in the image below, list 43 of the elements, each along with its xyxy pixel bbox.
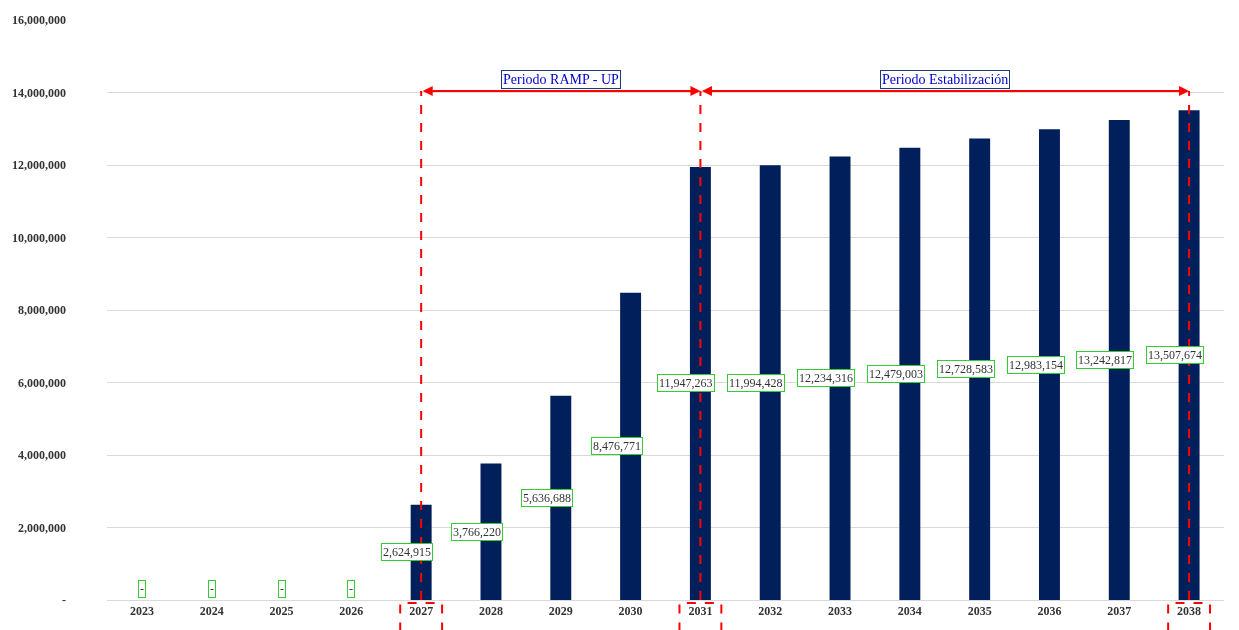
x-tick-label: 2035 xyxy=(967,604,992,619)
y-tick-label: - xyxy=(62,593,66,608)
data-label: 8,476,771 xyxy=(593,439,641,453)
x-tick-label: 2030 xyxy=(618,604,643,619)
data-label: 5,636,688 xyxy=(523,491,571,505)
data-label: 11,947,263 xyxy=(659,376,713,390)
x-tick-label: 2038 xyxy=(1177,604,1202,619)
x-tick-label: 2037 xyxy=(1107,604,1132,619)
x-tick-label: 2033 xyxy=(828,604,853,619)
y-tick-label: 14,000,000 xyxy=(12,85,66,100)
data-label: 12,479,003 xyxy=(869,367,923,381)
y-tick-label: 16,000,000 xyxy=(12,13,66,28)
data-label: 12,983,154 xyxy=(1009,358,1063,372)
y-tick-label: 6,000,000 xyxy=(18,375,66,390)
x-tick-label: 2031 xyxy=(688,604,713,619)
y-tick-label: 10,000,000 xyxy=(12,230,66,245)
y-tick-label: 8,000,000 xyxy=(18,303,66,318)
y-tick-label: 2,000,000 xyxy=(18,520,66,535)
data-label: 11,994,428 xyxy=(729,376,783,390)
x-tick-label: 2023 xyxy=(129,604,154,619)
y-tick-label: 12,000,000 xyxy=(12,158,66,173)
data-label: - xyxy=(349,582,353,596)
data-label: - xyxy=(140,582,144,596)
data-label: 2,624,915 xyxy=(383,545,431,559)
x-tick-label: 2025 xyxy=(269,604,294,619)
x-tick-label: 2032 xyxy=(758,604,783,619)
annotation: Periodo RAMP - UP xyxy=(503,72,619,87)
data-label: 12,234,316 xyxy=(799,371,853,385)
x-tick-label: 2026 xyxy=(339,604,364,619)
data-label: - xyxy=(210,582,214,596)
x-tick-label: 2024 xyxy=(199,604,224,619)
data-label: 3,766,220 xyxy=(453,525,501,539)
annotation: Periodo Estabilización xyxy=(882,72,1009,87)
data-label: 12,728,583 xyxy=(939,362,993,376)
x-tick-label: 2028 xyxy=(478,604,503,619)
data-label: - xyxy=(280,582,284,596)
y-tick-label: 4,000,000 xyxy=(18,448,66,463)
data-label: 13,507,674 xyxy=(1148,348,1202,362)
x-tick-label: 2027 xyxy=(409,604,434,619)
x-tick-label: 2029 xyxy=(548,604,573,619)
data-label: 13,242,817 xyxy=(1078,353,1132,367)
x-tick-label: 2036 xyxy=(1037,604,1062,619)
x-tick-label: 2034 xyxy=(897,604,922,619)
